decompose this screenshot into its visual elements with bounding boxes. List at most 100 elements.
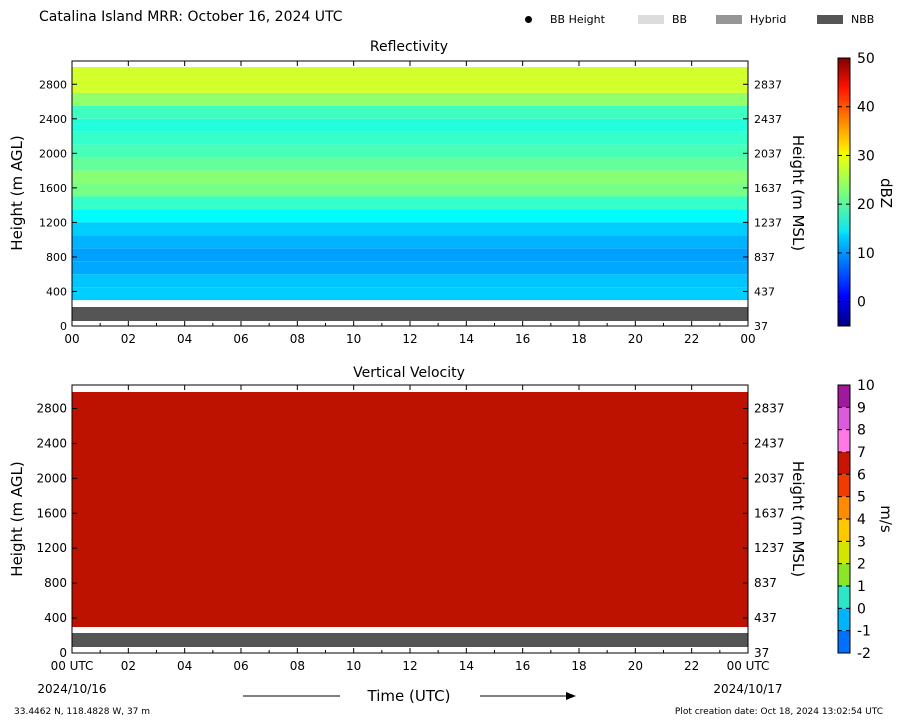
- x-tick-label: 10: [346, 332, 361, 346]
- colorbar-tick-label: 3: [857, 534, 866, 550]
- colorbar-tick-label: 50: [857, 51, 875, 67]
- x-tick-label: 22: [684, 659, 699, 673]
- colorbar-label: m/s: [877, 505, 895, 533]
- colorbar-tick-label: 0: [857, 601, 866, 617]
- colorbar: [837, 384, 851, 654]
- x-tick-label: 18: [571, 332, 586, 346]
- x-tick-label: 16: [515, 332, 530, 346]
- x-tick-label: 08: [290, 659, 305, 673]
- heatmap-band: [72, 235, 748, 249]
- y-tick-label: 0: [59, 646, 67, 660]
- colorbar-tick-label: -2: [857, 646, 871, 662]
- y-tick-label: 2000: [36, 471, 67, 485]
- colorbar-tick-label: 40: [857, 100, 875, 116]
- y-tick-label-right: 2037: [754, 471, 785, 485]
- colorbar-segment: [838, 385, 850, 408]
- plot-frame: [71, 60, 749, 327]
- plot-frame: [71, 384, 749, 654]
- x-tick-label: 16: [515, 659, 530, 673]
- x-tick-label: 06: [233, 332, 248, 346]
- end-date-label: 2024/10/17: [713, 682, 782, 696]
- x-tick-label: 20: [628, 332, 643, 346]
- creation-date-label: Plot creation date: Oct 18, 2024 13:02:5…: [675, 707, 883, 717]
- heatmap-band: [72, 248, 748, 262]
- y-tick-label: 2800: [36, 401, 67, 415]
- heatmap-band: [72, 67, 748, 80]
- x-tick-label: 14: [459, 332, 474, 346]
- heatmap-band: [72, 209, 748, 223]
- y-tick-label: 800: [46, 251, 67, 264]
- heatmap-band: [72, 287, 748, 301]
- legend-nbb: NBB: [817, 11, 874, 27]
- y-axis-label-right: Height (m MSL): [789, 461, 807, 577]
- colorbar-tick-label: 7: [857, 445, 866, 461]
- x-tick-label: 18: [571, 659, 586, 673]
- hybrid-swatch-icon: [716, 14, 742, 24]
- legend-label: NBB: [851, 12, 875, 26]
- colorbar-segment: [838, 563, 850, 586]
- legend-label: BB Height: [550, 12, 605, 26]
- x-tick-label: 22: [684, 332, 699, 346]
- reflectivity-heatmap: [72, 67, 748, 301]
- vertical-velocity-panel: Vertical Velocity 00 UTC 02 04 06 08 10 12 14 16…: [8, 365, 895, 673]
- nbb-swatch-icon: [817, 14, 843, 24]
- colorbar-tick-label: 10: [857, 246, 875, 262]
- colorbar-segment: [838, 407, 850, 430]
- colorbar-segment: [838, 608, 850, 631]
- x-tick-label: 12: [402, 659, 417, 673]
- arrow-head-icon: [566, 692, 576, 700]
- x-axis-label: Time (UTC): [367, 687, 451, 705]
- heatmap-band: [72, 92, 748, 106]
- heatmap-band: [72, 274, 748, 288]
- nbb-band-bar: [72, 633, 748, 647]
- heatmap-band: [72, 131, 748, 145]
- y-tick-label-right: 2437: [754, 436, 785, 450]
- colorbar-ticks: -2 -1 0 1 2 3 4 5 6 7 8 9 10: [838, 378, 875, 662]
- x-tick-label: 08: [290, 332, 305, 346]
- colorbar-segment: [838, 541, 850, 564]
- colorbar-tick-label: 4: [857, 512, 866, 528]
- y-axis-label: Height (m AGL): [8, 135, 26, 250]
- y-tick-label-right: 437: [754, 285, 775, 298]
- y-tick-label: 2400: [36, 436, 67, 450]
- x-tick-label: 06: [233, 659, 248, 673]
- x-tick-label: 00 UTC: [51, 659, 94, 673]
- heatmap-band: [72, 105, 748, 119]
- y-tick-label-right: 1237: [754, 541, 785, 555]
- y-tick-label: 2400: [39, 113, 67, 126]
- colorbar-tick-label: 1: [857, 579, 866, 595]
- start-date-label: 2024/10/16: [37, 682, 106, 696]
- colorbar-segment: [838, 519, 850, 542]
- bb-height-marker-icon: [525, 15, 532, 23]
- x-tick-label: 14: [459, 659, 474, 673]
- y-tick-label: 1600: [36, 506, 67, 520]
- heatmap-band: [72, 157, 748, 171]
- colorbar-segment: [838, 429, 850, 452]
- y-tick-label-right: 437: [754, 611, 777, 625]
- location-label: 33.4462 N, 118.4828 W, 37 m: [14, 707, 150, 717]
- y-tick-label-right: 2037: [754, 147, 782, 160]
- y-tick-label-right: 2837: [754, 78, 782, 91]
- x-tick-label: 04: [177, 332, 192, 346]
- colorbar-label: dBZ: [877, 178, 895, 208]
- colorbar: [837, 57, 851, 327]
- x-tick-label: 02: [121, 332, 136, 346]
- y-tick-label-right: 837: [754, 251, 775, 264]
- y-tick-label: 1600: [39, 182, 67, 195]
- colorbar-segment: [838, 496, 850, 519]
- colorbar-segment: [838, 452, 850, 475]
- colorbar-segment: [838, 630, 850, 653]
- y-tick-label-right: 37: [754, 320, 768, 333]
- x-tick-label: 00: [64, 332, 79, 346]
- x-tick-label: 02: [121, 659, 136, 673]
- panel-title: Vertical Velocity: [353, 365, 465, 381]
- x-tick-label: 04: [177, 659, 192, 673]
- x-tick-label: 20: [628, 659, 643, 673]
- legend-label: BB: [672, 12, 688, 26]
- y-axis-label-right: Height (m MSL): [789, 135, 807, 251]
- colorbar-tick-label: 9: [857, 400, 866, 416]
- heatmap-band: [72, 392, 748, 627]
- colorbar-tick-label: 20: [857, 197, 875, 213]
